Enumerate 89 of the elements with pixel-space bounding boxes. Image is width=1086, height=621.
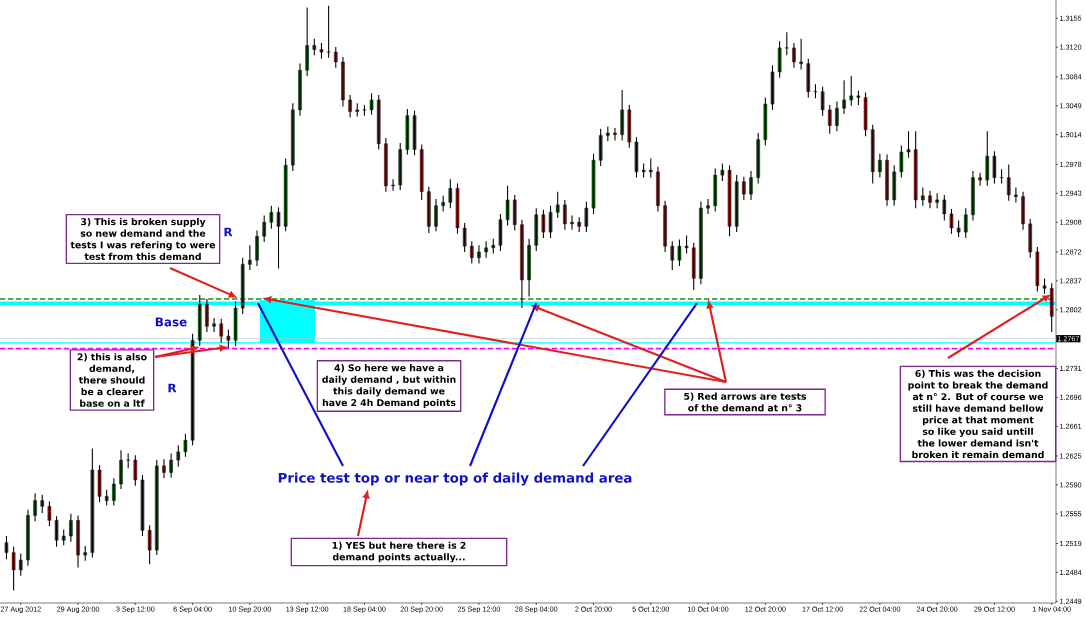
candlestick bbox=[147, 524, 152, 565]
candlestick bbox=[498, 213, 503, 252]
candlestick bbox=[863, 91, 868, 137]
candlestick bbox=[112, 477, 116, 507]
candlestick bbox=[462, 222, 467, 253]
candlestick bbox=[734, 174, 739, 233]
candlestick bbox=[935, 192, 939, 209]
candlestick bbox=[405, 108, 410, 156]
candlestick bbox=[240, 257, 245, 315]
candlestick bbox=[419, 144, 424, 201]
candlestick bbox=[820, 86, 825, 117]
candlestick bbox=[806, 58, 811, 99]
candlestick bbox=[391, 178, 395, 192]
candlestick bbox=[362, 104, 367, 117]
candlestick bbox=[104, 489, 109, 507]
candlestick bbox=[555, 191, 560, 219]
annotation: 1) YES but here there is 2 demand points actually... bbox=[332, 541, 466, 563]
candlestick bbox=[176, 444, 181, 468]
candlestick bbox=[83, 545, 87, 562]
candlestick bbox=[369, 92, 374, 116]
candlestick bbox=[598, 128, 603, 167]
candlestick bbox=[505, 185, 510, 227]
candlestick bbox=[627, 104, 632, 149]
candlestick bbox=[1035, 246, 1040, 293]
candlestick bbox=[276, 206, 281, 269]
candlestick bbox=[641, 163, 646, 179]
candlestick bbox=[319, 42, 324, 60]
candlestick bbox=[1042, 277, 1047, 295]
candlestick bbox=[784, 31, 789, 56]
candlestick bbox=[47, 500, 52, 527]
candlestick bbox=[326, 5, 331, 59]
candlestick bbox=[140, 474, 145, 537]
candlestick bbox=[541, 209, 546, 239]
candlestick bbox=[448, 178, 453, 209]
candlestick bbox=[125, 452, 131, 469]
candlestick bbox=[133, 454, 138, 487]
candlestick bbox=[770, 64, 775, 111]
annotation: Price test top or near top of daily demand area bbox=[278, 472, 632, 486]
candlestick bbox=[677, 239, 682, 267]
candlestick bbox=[226, 329, 231, 349]
candlestick bbox=[777, 40, 782, 79]
candlestick bbox=[491, 238, 496, 255]
candlestick bbox=[634, 136, 639, 179]
candlestick bbox=[4, 535, 9, 560]
annotation: 6) This was the decision point to break the demand at n° 2. But of course we still have demand bellow price at that moment so like you said untill the lower demand isn't broken it remain demand bbox=[908, 369, 1048, 459]
candlestick bbox=[269, 205, 274, 230]
candlestick bbox=[849, 75, 854, 107]
candlestick bbox=[727, 164, 732, 237]
candlestick bbox=[54, 515, 59, 548]
candlestick bbox=[455, 182, 460, 235]
candlestick bbox=[964, 207, 968, 239]
candlestick bbox=[763, 96, 768, 146]
candlestick bbox=[97, 464, 102, 503]
annotation: 5) Red arrows are tests of the demand at n° 3 bbox=[684, 392, 807, 412]
candlestick bbox=[412, 110, 417, 156]
candlestick bbox=[921, 186, 925, 207]
candlestick bbox=[870, 124, 875, 184]
annotation: R bbox=[224, 227, 233, 237]
candlestick bbox=[219, 318, 224, 344]
annotation: 3) This is broken supply so new demand and the tests I was refering to were test from this demand bbox=[70, 217, 216, 260]
candlestick bbox=[548, 205, 553, 239]
candlestick bbox=[985, 130, 990, 187]
candlestick bbox=[899, 144, 904, 179]
candlestick bbox=[913, 130, 918, 209]
candlestick bbox=[355, 102, 360, 118]
candlestick bbox=[19, 552, 23, 577]
candlestick bbox=[856, 90, 861, 106]
candlestick bbox=[11, 546, 16, 592]
annotation: 4) So here we have a daily demand , but within this daily demand we have 2 4h Demand points bbox=[322, 364, 456, 408]
candlestick bbox=[942, 194, 947, 222]
candlestick bbox=[90, 447, 95, 559]
candlestick bbox=[584, 201, 589, 233]
candlestick bbox=[591, 153, 596, 215]
annotation: R bbox=[168, 383, 177, 393]
candlestick bbox=[233, 300, 238, 347]
candlestick bbox=[949, 208, 954, 235]
candlestick bbox=[40, 494, 45, 514]
candlestick bbox=[283, 158, 288, 232]
candlestick bbox=[183, 433, 188, 458]
annotation: 2) this is also demand, there should be a clearer base on a ltf bbox=[77, 353, 147, 407]
candlestick bbox=[334, 46, 338, 69]
candlestick bbox=[684, 234, 689, 255]
candlestick bbox=[906, 130, 911, 159]
candlestick bbox=[992, 150, 997, 184]
candlestick bbox=[606, 125, 610, 142]
candlestick bbox=[61, 528, 66, 546]
annotation: Base bbox=[155, 317, 187, 327]
candlestick bbox=[577, 216, 581, 233]
candlestick bbox=[1006, 163, 1011, 202]
